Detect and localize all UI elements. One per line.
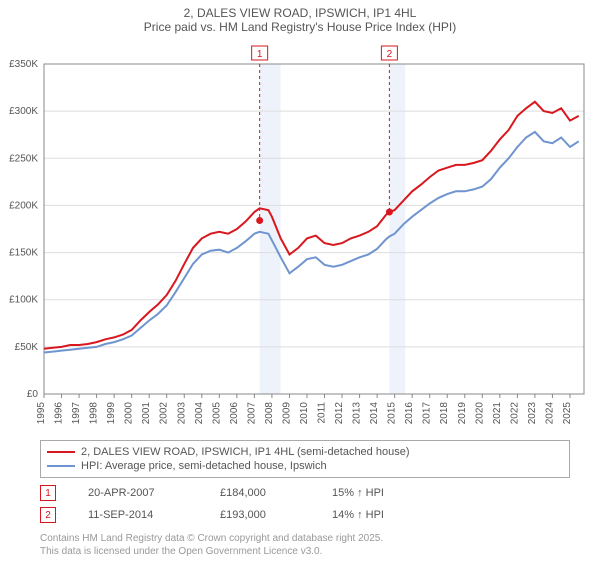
x-tick-label: 2004 [194,402,205,425]
x-tick-label: 2023 [527,402,538,425]
x-tick-label: 2017 [422,402,433,425]
title-address: 2, DALES VIEW ROAD, IPSWICH, IP1 4HL [0,6,600,20]
y-tick-label: £250K [9,153,38,164]
series-price_paid [44,102,579,349]
x-tick-label: 2002 [159,402,170,425]
x-tick-label: 2016 [404,402,415,425]
price-chart: £0 £50K £100K £150K £200K £250K £300K £350K 1995… [0,34,600,434]
sales-list: 1 20-APR-2007 £184,000 15% ↑ HPI 2 11-SEP-201… [40,482,570,526]
legend-swatch [47,465,75,467]
legend-item: 2, DALES VIEW ROAD, IPSWICH, IP1 4HL (se… [47,445,563,459]
x-tick-label: 1995 [36,402,47,425]
y-tick-label: £300K [9,106,38,117]
x-tick-label: 2013 [352,402,363,425]
sale-delta: 14% ↑ HPI [332,509,384,521]
sale-price: £184,000 [220,487,300,499]
y-tick-label: £0 [27,389,39,400]
legend-label: HPI: Average price, semi-detached house,… [81,460,327,472]
sale-price: £193,000 [220,509,300,521]
legend-item: HPI: Average price, semi-detached house,… [47,459,563,473]
sale-row: 1 20-APR-2007 £184,000 15% ↑ HPI [40,482,570,504]
x-tick-label: 2024 [544,402,555,425]
sale-marker: 2 [40,507,56,523]
y-tick-label: £150K [9,248,38,259]
x-tick-label: 2007 [246,402,257,425]
x-tick-label: 1999 [106,402,117,425]
y-tick-label: £50K [15,342,39,353]
legend: 2, DALES VIEW ROAD, IPSWICH, IP1 4HL (se… [40,440,570,478]
legend-swatch [47,451,75,453]
attribution-line: This data is licensed under the Open Gov… [40,545,570,558]
legend-label: 2, DALES VIEW ROAD, IPSWICH, IP1 4HL (se… [81,446,410,458]
x-tick-label: 2005 [211,402,222,425]
sale-date: 20-APR-2007 [88,487,188,499]
sale-marker: 1 [40,485,56,501]
x-tick-label: 2008 [264,402,275,425]
x-tick-label: 2015 [387,402,398,425]
x-tick-label: 2021 [492,402,503,425]
series-hpi [44,132,579,353]
sale-delta: 15% ↑ HPI [332,487,384,499]
x-tick-label: 2012 [334,402,345,425]
x-tick-label: 2025 [562,402,573,425]
x-tick-label: 2000 [124,402,135,425]
title-subtitle: Price paid vs. HM Land Registry's House … [0,20,600,34]
x-tick-label: 2019 [457,402,468,425]
x-tick-label: 2001 [141,402,152,425]
x-tick-label: 2022 [509,402,520,425]
attribution: Contains HM Land Registry data © Crown c… [40,532,570,558]
x-tick-label: 2020 [474,402,485,425]
x-tick-label: 1998 [89,402,100,425]
attribution-line: Contains HM Land Registry data © Crown c… [40,532,570,545]
y-tick-label: £100K [9,295,38,306]
y-tick-label: £200K [9,200,38,211]
y-tick-label: £350K [9,59,38,70]
x-tick-label: 1997 [71,402,82,425]
x-tick-label: 2014 [369,402,380,425]
marker-label: 1 [257,49,263,60]
x-tick-label: 2006 [229,402,240,425]
x-tick-label: 2018 [439,402,450,425]
sale-date: 11-SEP-2014 [88,509,188,521]
chart-svg: £0 £50K £100K £150K £200K £250K £300K £350K 1995… [0,34,600,434]
sale-row: 2 11-SEP-2014 £193,000 14% ↑ HPI [40,504,570,526]
x-tick-label: 2010 [299,402,310,425]
marker-label: 2 [387,49,393,60]
x-tick-label: 1996 [54,402,65,425]
x-tick-label: 2003 [176,402,187,425]
x-tick-label: 2011 [317,402,328,424]
x-tick-label: 2009 [281,402,292,425]
